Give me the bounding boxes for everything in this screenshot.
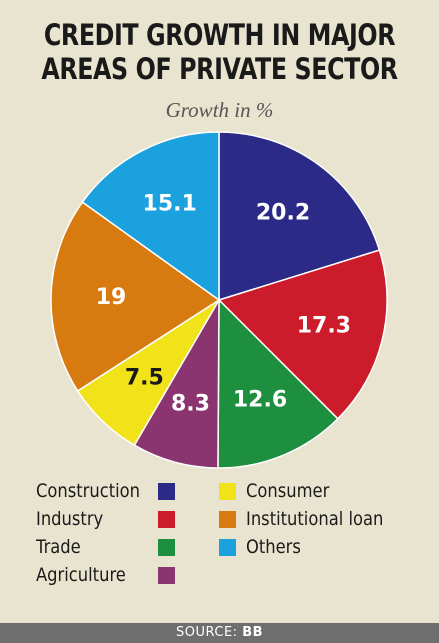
legend-label: Trade	[36, 536, 81, 558]
pie-slice-industry	[217, 249, 388, 420]
pie-slice-construction	[218, 131, 381, 302]
legend-swatch	[158, 510, 175, 528]
legend-item-others: Others	[219, 536, 310, 558]
slice-label-industry: 17.3	[297, 313, 351, 338]
legend-label: Industry	[36, 508, 104, 530]
legend-label: Consumer	[246, 480, 330, 502]
chart-subtitle: Growth in %	[165, 98, 274, 122]
legend-label: Construction	[36, 480, 141, 502]
legend-item-institutional-loan: Institutional loan	[219, 508, 406, 530]
legend-item-construction: Construction	[36, 480, 181, 502]
legend-item-trade: Trade	[36, 536, 181, 558]
pie-chart: 20.2 17.3 12.6 8.3 7.5 19 15.1	[50, 131, 388, 469]
chart-title: CREDIT GROWTH IN MAJOR AREAS OF PRIVATE …	[40, 18, 400, 86]
slice-label-construction: 20.2	[256, 201, 310, 226]
pie-slice-trade	[217, 298, 339, 469]
legend-label: Others	[246, 536, 301, 558]
chart-title-line2: AREAS OF PRIVATE SECTOR	[41, 52, 398, 86]
chart-title-line1: CREDIT GROWTH IN MAJOR	[43, 18, 396, 52]
slice-label-institutional-loan: 19	[96, 285, 127, 310]
legend-swatch	[158, 538, 175, 556]
source-value: BB	[242, 625, 264, 640]
legend-item-consumer: Consumer	[219, 480, 343, 502]
legend-item-agriculture: Agriculture	[36, 564, 181, 586]
legend-label: Institutional loan	[246, 508, 384, 530]
legend-swatch	[158, 566, 175, 584]
slice-label-agriculture: 8.3	[171, 392, 210, 417]
pie-slice-agriculture	[133, 297, 220, 469]
legend-item-industry: Industry	[36, 508, 181, 530]
slice-label-trade: 12.6	[233, 387, 287, 412]
legend-swatch	[219, 510, 236, 528]
source-bar: SOURCE: BB	[0, 623, 439, 643]
source-label: SOURCE:	[175, 625, 238, 640]
legend-swatch	[158, 482, 175, 500]
legend-label: Agriculture	[36, 564, 126, 586]
legend-swatch	[219, 482, 236, 500]
pie-slice-institutional-loan	[50, 201, 221, 392]
pie-slice-others	[81, 131, 220, 302]
slice-label-others: 15.1	[143, 191, 197, 216]
legend-swatch	[219, 538, 236, 556]
slice-label-consumer: 7.5	[125, 366, 164, 391]
